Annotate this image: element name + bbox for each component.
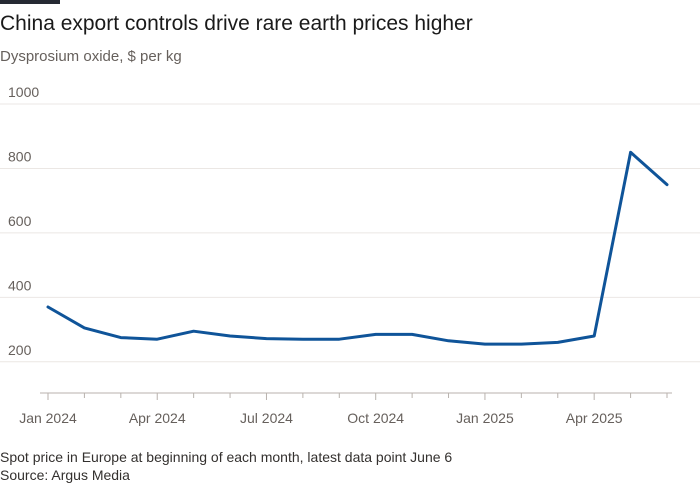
y-axis-ticks: 200 400 600 800 1000 xyxy=(8,84,39,358)
x-tick-label: Apr 2024 xyxy=(129,410,186,426)
line-chart: 200 400 600 800 1000 Jan 2024 Apr 2024 Jul 202… xyxy=(0,84,700,426)
y-tick-label: 400 xyxy=(8,277,32,293)
x-tick-label: Apr 2025 xyxy=(566,410,623,426)
chart-subtitle: Dysprosium oxide, $ per kg xyxy=(0,48,182,65)
x-axis: Jan 2024 Apr 2024 Jul 2024 Oct 2024 Jan 2025… xyxy=(19,392,672,426)
y-tick-label: 800 xyxy=(8,148,32,164)
x-tick-label: Jul 2024 xyxy=(240,410,293,426)
chart-title: China export controls drive rare earth p… xyxy=(0,12,473,35)
chart-source: Source: Argus Media xyxy=(0,467,130,483)
x-tick-label: Jan 2024 xyxy=(19,410,77,426)
x-tick-label: Oct 2024 xyxy=(347,410,404,426)
series-line xyxy=(46,150,669,346)
y-tick-label: 600 xyxy=(8,213,32,229)
chart-footnote: Spot price in Europe at beginning of eac… xyxy=(0,449,453,465)
grid-lines xyxy=(0,103,700,363)
series-layer xyxy=(46,150,669,346)
brand-bar xyxy=(0,0,60,4)
y-tick-label: 200 xyxy=(8,342,32,358)
y-tick-label: 1000 xyxy=(8,84,39,100)
x-tick-label: Jan 2025 xyxy=(456,410,514,426)
